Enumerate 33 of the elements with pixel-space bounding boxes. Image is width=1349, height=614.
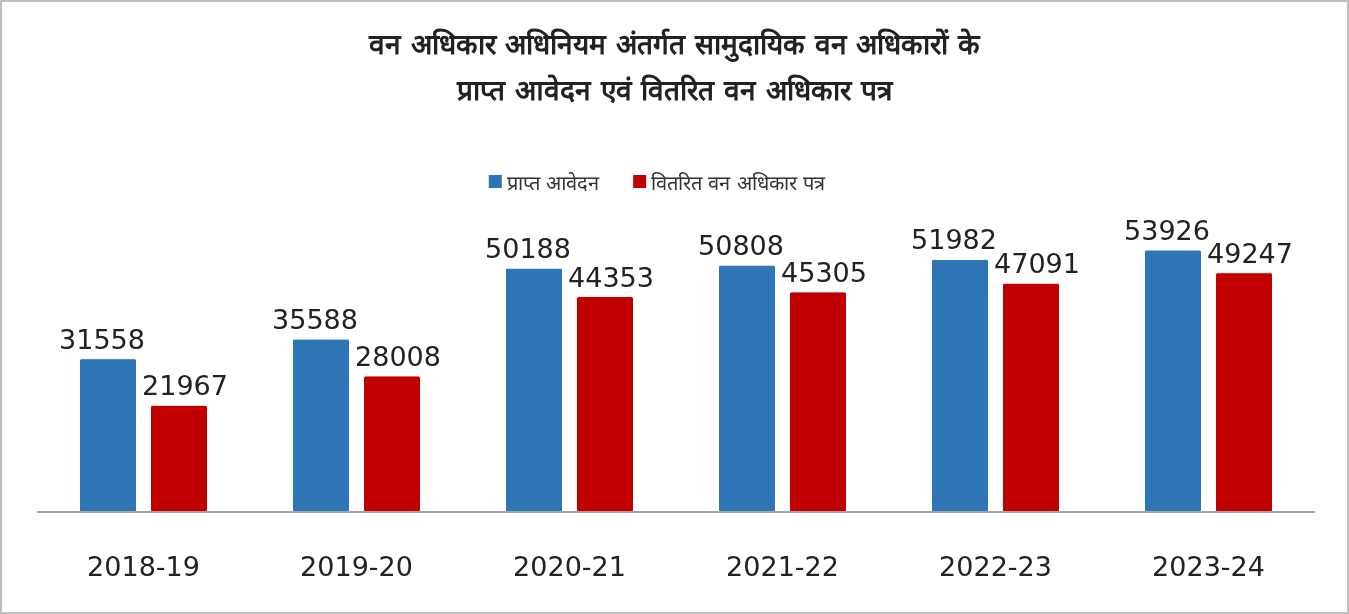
bar xyxy=(718,264,776,513)
x-tick-label: 2021-22 xyxy=(726,551,839,582)
x-tick-label: 2018-19 xyxy=(87,551,200,582)
x-tick-label: 2020-21 xyxy=(513,551,626,582)
data-label: 44353 xyxy=(568,261,654,293)
x-tick-label: 2023-24 xyxy=(1152,551,1265,582)
bar xyxy=(363,375,421,513)
data-label: 53926 xyxy=(1124,215,1210,246)
bar xyxy=(576,296,634,513)
data-label: 49247 xyxy=(1207,237,1293,269)
bar xyxy=(150,404,208,513)
bar xyxy=(292,338,350,513)
data-label: 47091 xyxy=(994,248,1080,280)
x-tick-label: 2022-23 xyxy=(939,551,1052,582)
data-label: 35588 xyxy=(272,304,358,336)
legend-label: प्राप्त आवेदन xyxy=(506,171,601,195)
data-label: 28008 xyxy=(355,340,441,372)
data-label: 21967 xyxy=(142,370,228,402)
data-label: 45305 xyxy=(781,256,867,288)
x-tick-label: 2019-20 xyxy=(300,551,413,582)
chart-title: वन अधिकार अधिनियम अंतर्गत सामुदायिक वन अधिकारों के प्राप्त आवेदन एवं वितरित वन अधिकार पत्र xyxy=(367,27,982,109)
legend-label: वितरित वन अधिकार पत्र xyxy=(651,171,827,195)
data-label: 50808 xyxy=(698,230,784,262)
data-label: 50188 xyxy=(485,233,571,265)
bar xyxy=(1002,282,1060,513)
bar xyxy=(931,258,989,513)
bar xyxy=(1144,249,1202,513)
data-label: 31558 xyxy=(59,323,145,355)
bar xyxy=(79,358,137,513)
bar xyxy=(505,267,563,513)
bar xyxy=(1215,272,1273,513)
data-label: 51982 xyxy=(911,224,997,256)
bar xyxy=(789,291,847,513)
